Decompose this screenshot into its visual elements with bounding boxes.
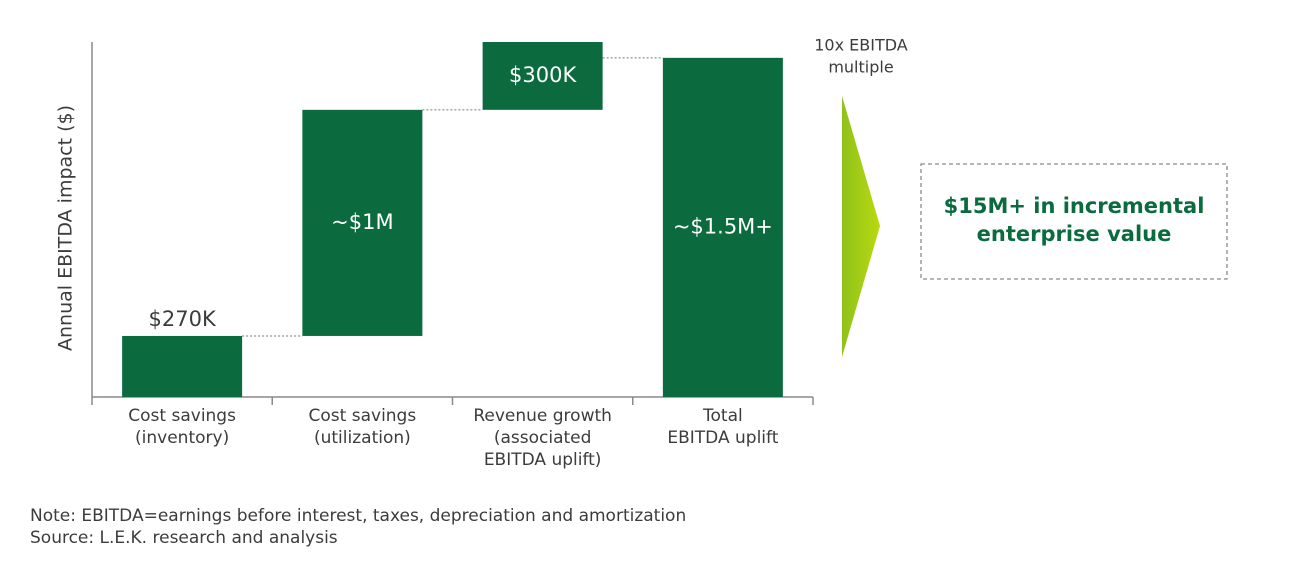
value-label: ~$1.5M+ bbox=[673, 214, 773, 238]
x-tick-label: (utilization) bbox=[314, 428, 411, 448]
value-label: $300K bbox=[509, 63, 577, 87]
callout-text: $15M+ in incremental bbox=[944, 194, 1205, 218]
x-tick-label: Total bbox=[702, 406, 743, 426]
note: Note: EBITDA=earnings before interest, t… bbox=[30, 506, 686, 526]
bar bbox=[662, 57, 783, 397]
bar bbox=[122, 335, 243, 397]
annotation: 10x EBITDA bbox=[814, 36, 908, 55]
arrow bbox=[842, 96, 880, 357]
y-axis-label: Annual EBITDA impact ($) bbox=[55, 105, 77, 351]
source: Source: L.E.K. research and analysis bbox=[30, 528, 338, 548]
x-tick-label: Cost savings bbox=[128, 406, 236, 426]
x-tick-label: EBITDA uplift bbox=[667, 428, 778, 448]
x-tick-label: Revenue growth bbox=[473, 406, 612, 426]
annotation: multiple bbox=[828, 58, 893, 77]
value-label: ~$1M bbox=[331, 210, 393, 234]
x-tick-label: EBITDA uplift) bbox=[484, 450, 602, 470]
x-tick-label: Cost savings bbox=[309, 406, 417, 426]
bar bbox=[482, 42, 603, 110]
x-tick-label: (inventory) bbox=[135, 428, 229, 448]
callout-text: enterprise value bbox=[977, 222, 1172, 246]
callout-box bbox=[920, 163, 1228, 280]
value-label: $270K bbox=[149, 307, 217, 331]
bar bbox=[302, 109, 423, 336]
x-tick-label: (associated bbox=[494, 428, 592, 448]
